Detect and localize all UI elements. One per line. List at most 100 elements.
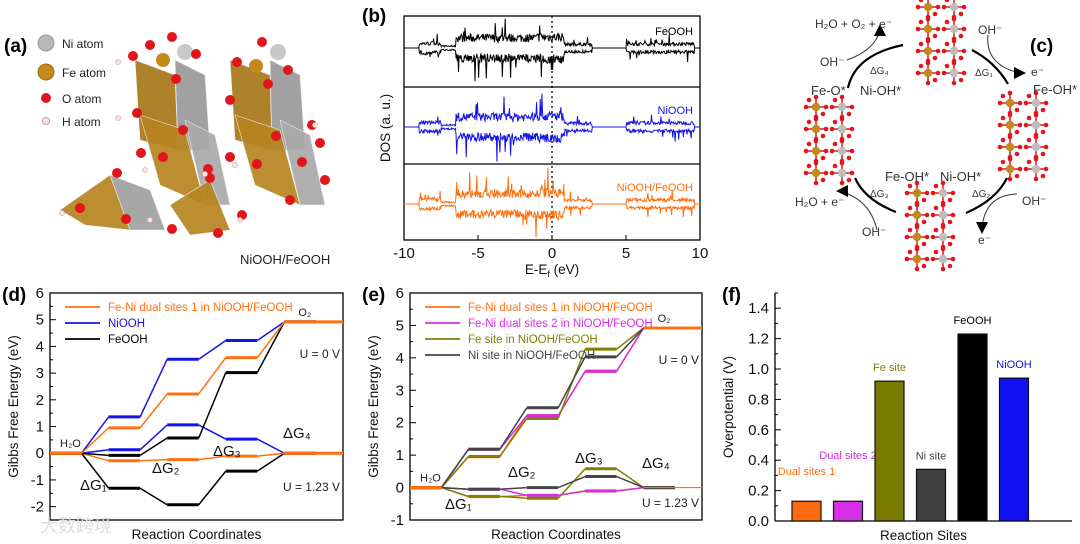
o-atom [935, 4, 941, 10]
h-atom [312, 122, 318, 128]
o-atom [914, 202, 920, 208]
energy-step-line [140, 458, 168, 462]
y-tick-label: 3 [396, 382, 404, 399]
ni-atom [938, 254, 948, 264]
dos-chart: FeOOH NiOOH NiOOH/FeOOH -10 -5 0 5 10 E-Ef (eV) D… [378, 15, 708, 279]
o-atom [997, 122, 1003, 128]
panel-label-e: (e) [362, 285, 385, 306]
h-atom [202, 171, 208, 177]
bar [874, 380, 905, 522]
label-dg2: ΔG₂ [152, 460, 180, 477]
o-atom [933, 227, 939, 233]
bar [791, 500, 822, 522]
ni-atom [938, 188, 948, 198]
fe-atom [811, 168, 821, 178]
fe-atom [811, 102, 821, 112]
y-tick-label: 0.6 [748, 422, 769, 439]
o-atom [820, 133, 826, 139]
o-atom [315, 138, 325, 148]
o-atom [1040, 107, 1046, 113]
bar-label: Ni site [916, 450, 947, 462]
y-tick-label: 1.4 [748, 300, 769, 317]
o-atom [904, 212, 910, 218]
arrowhead-icon [976, 222, 988, 234]
fe-atom [912, 188, 922, 198]
o-atom [1014, 129, 1020, 135]
o-atom [803, 148, 809, 154]
o-atom [803, 170, 809, 176]
o-atom-icon [41, 93, 51, 103]
atom-legend: Ni atom Fe atom O atom H atom [37, 34, 106, 129]
o-atom [1017, 166, 1023, 172]
fe-atom [923, 2, 933, 12]
o-atom [136, 148, 146, 158]
o-atom [951, 60, 957, 66]
ni-atom [1031, 98, 1041, 108]
fe-atom [923, 68, 933, 78]
slab-images [803, 0, 1049, 272]
o-atom [951, 16, 957, 22]
o-atom [947, 241, 953, 247]
energy-step-line [198, 339, 227, 360]
y-tick-label: 5 [396, 317, 404, 334]
o-atom [1023, 144, 1029, 150]
o-atom [145, 40, 155, 50]
o-atom [941, 70, 947, 76]
bar [957, 333, 988, 522]
fe-atom [923, 24, 933, 34]
o-atom [925, 80, 931, 86]
reactant-oh: OH⁻ [862, 225, 886, 239]
o-atom [907, 249, 913, 255]
energy-step-line [616, 327, 645, 350]
o-atom [944, 41, 950, 47]
dos-curve-up [404, 18, 700, 49]
x-tick-label: 5 [622, 245, 630, 262]
label-dg4: ΔG₄ [642, 455, 670, 472]
o-atom [915, 26, 921, 32]
energy-step-line [256, 452, 285, 472]
o-atom [961, 26, 967, 32]
x-tick-label: -10 [393, 245, 415, 262]
legend-label: Ni site in NiOOH/FeOOH [468, 350, 595, 362]
o-atom [1033, 134, 1039, 140]
panel-label-c: (c) [1030, 36, 1053, 57]
o-atom [1043, 100, 1049, 106]
energy-step-line [256, 321, 285, 359]
y-tick-label: -1 [31, 472, 44, 489]
o-atom [1040, 173, 1046, 179]
o-atom [1000, 93, 1006, 99]
o-atom [930, 190, 936, 196]
o-atom [1026, 115, 1032, 121]
y-tick-label: 3 [36, 365, 44, 382]
reaction-cycle-diagram: H₂O + O₂ + e⁻ OH⁻ ΔG₄ Fe-O* Ni-OH* OH⁻ e… [795, 0, 1077, 272]
energy-step-line [557, 468, 586, 499]
ni-atom [837, 146, 847, 156]
o-atom [961, 4, 967, 10]
o-atom [944, 0, 950, 3]
energy-step-line [198, 357, 227, 395]
y-tick-label: 1 [396, 447, 404, 464]
o-atom [225, 95, 235, 105]
h-atom [232, 162, 238, 168]
label-dg3: ΔG₃ [870, 189, 889, 200]
bar-label: NiOOH [996, 359, 1032, 371]
x-axis-title: Reaction Coordinates [132, 527, 262, 542]
energy-step-line [257, 452, 285, 457]
energy-step-line [499, 407, 528, 450]
dos-curve-down [404, 47, 700, 82]
legend-label: Fe-Ni dual sites 1 in NiOOH/FeOOH [468, 302, 653, 314]
octahedron-shape [109, 174, 166, 231]
o-atom [918, 41, 924, 47]
energy-step-line [558, 490, 586, 497]
y-tick-label: 6 [36, 285, 44, 302]
label-dg3: ΔG₃ [575, 450, 603, 467]
energy-step-line [616, 327, 645, 358]
arrow-dg1 [971, 49, 1009, 85]
o-atom [915, 4, 921, 10]
o-atom [914, 180, 920, 186]
arrowheads [836, 24, 1026, 234]
label-dg4: ΔG₄ [283, 425, 311, 442]
o-atom [1014, 173, 1020, 179]
x-axis-title: E-Ef (eV) [525, 262, 579, 279]
o-atom [829, 104, 835, 110]
